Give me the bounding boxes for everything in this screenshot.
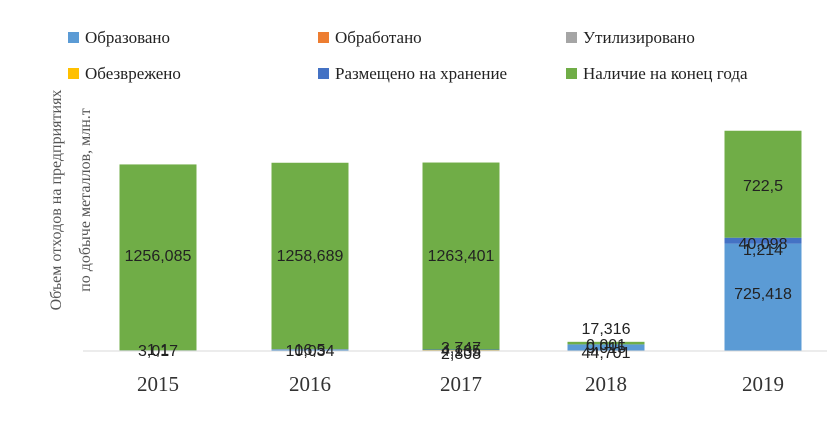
bar-segment <box>422 349 500 351</box>
data-label: 16,5 <box>294 342 325 359</box>
data-label: 1263,401 <box>428 248 495 265</box>
legend-label: Обработано <box>335 28 422 47</box>
data-label: 1258,689 <box>277 248 344 265</box>
y-axis-title-line-2: по добыче металлов, млн.т <box>77 108 94 292</box>
bar-segment <box>724 130 802 238</box>
data-label: 1256,085 <box>125 248 192 265</box>
bar-segment <box>119 164 197 351</box>
legend-swatch <box>318 32 329 43</box>
x-tick-label: 2017 <box>440 372 482 396</box>
bar-segment <box>724 237 802 244</box>
data-label: 722,5 <box>743 178 783 195</box>
legend-label: Утилизировано <box>583 28 695 47</box>
data-label: 40,098 <box>739 236 788 253</box>
legend-label: Размещено на хранение <box>335 64 507 83</box>
legend-swatch <box>68 32 79 43</box>
data-label: 1,214 <box>743 242 783 259</box>
data-label: 4,135 <box>441 343 481 360</box>
data-label: 44,701 <box>582 345 631 362</box>
legend-label: Образовано <box>85 28 170 47</box>
y-axis-title-line-1: Объем отходов на предприятиях <box>48 90 65 311</box>
x-tick-label: 2015 <box>137 372 179 396</box>
y-axis-title: Объем отходов на предприятиях по добыче … <box>48 90 94 311</box>
legend-label: Обезврежено <box>85 64 181 83</box>
data-label: 17,316 <box>582 321 631 338</box>
data-label: 725,418 <box>734 286 792 303</box>
data-label: 1,1 <box>147 342 169 359</box>
data-label: 3,017 <box>138 343 178 360</box>
data-label: 10,034 <box>286 343 335 360</box>
bar-segment <box>724 243 802 351</box>
data-label: 0,015 <box>586 340 626 357</box>
legend-swatch <box>566 32 577 43</box>
legend-swatch <box>68 68 79 79</box>
legend-swatch <box>318 68 329 79</box>
bar-segment <box>567 341 645 345</box>
bar-segment <box>271 349 349 351</box>
legend-swatch <box>566 68 577 79</box>
legend: Образовано Обработано Утилизировано Обезвре… <box>68 28 748 83</box>
data-label: 2,808 <box>441 346 481 363</box>
bars <box>119 130 802 351</box>
bar-segment <box>422 162 500 350</box>
bar-segment <box>567 344 645 351</box>
x-axis-ticks: 2015 2016 2017 2018 2019 <box>137 372 784 396</box>
data-label: 3,747 <box>441 340 481 357</box>
bar-segment <box>271 162 349 350</box>
data-labels: 3,0171,11256,08510,03416,51258,6892,8084… <box>125 178 792 363</box>
legend-label: Наличие на конец года <box>583 64 748 83</box>
x-tick-label: 2016 <box>289 372 331 396</box>
data-label: 0,001 <box>586 337 626 354</box>
x-tick-label: 2019 <box>742 372 784 396</box>
x-tick-label: 2018 <box>585 372 627 396</box>
